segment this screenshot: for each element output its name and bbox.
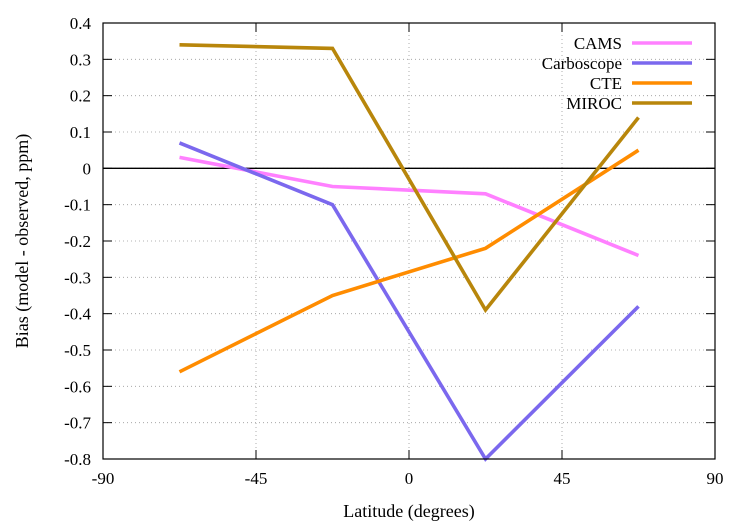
y-tick-label: 0.2	[70, 87, 91, 106]
legend-label-cams: CAMS	[574, 34, 622, 53]
x-tick-label: -90	[92, 469, 115, 488]
y-tick-label: 0.3	[70, 50, 91, 69]
series-line-miroc	[179, 43, 640, 314]
legend-label-carboscope: Carboscope	[542, 54, 622, 73]
ticks	[102, 22, 716, 460]
series-layer	[178, 43, 640, 462]
y-tick-label: -0.3	[64, 268, 91, 287]
y-tick-label: 0.1	[70, 123, 91, 142]
y-tick-label: 0	[83, 159, 92, 178]
grid	[103, 23, 715, 459]
x-tick-label: 45	[554, 469, 571, 488]
y-axis-title: Bias (model - observed, ppm)	[12, 134, 33, 348]
y-tick-label: -0.2	[64, 232, 91, 251]
x-tick-label: 0	[405, 469, 414, 488]
y-tick-label: -0.1	[64, 196, 91, 215]
x-tick-labels: -90 -45 0 45 90	[92, 469, 724, 488]
series-line-cte	[178, 148, 640, 374]
x-axis-title: Latitude (degrees)	[343, 501, 474, 522]
y-tick-labels: 0.4 0.3 0.2 0.1 0 -0.1 -0.2 -0.3 -0.4 -0.5 -0.6 -0.…	[64, 14, 91, 469]
x-tick-label: -45	[245, 469, 268, 488]
y-tick-label: -0.8	[64, 450, 91, 469]
legend-label-cte: CTE	[590, 74, 622, 93]
y-tick-label: -0.6	[64, 377, 91, 396]
y-tick-label: -0.5	[64, 341, 91, 360]
y-tick-label: 0.4	[70, 14, 92, 33]
y-tick-label: -0.7	[64, 414, 91, 433]
x-tick-label: 90	[707, 469, 724, 488]
legend-label-miroc: MIROC	[566, 94, 622, 113]
series-line-carboscope	[178, 141, 640, 462]
y-tick-label: -0.4	[64, 305, 91, 324]
